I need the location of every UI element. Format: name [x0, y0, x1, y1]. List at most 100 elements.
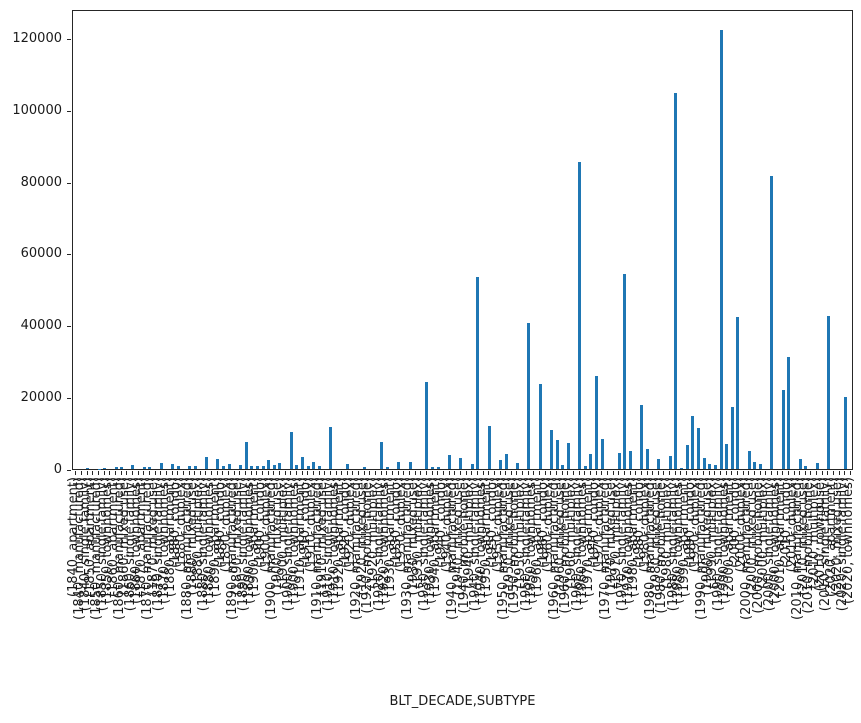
x-tick — [810, 471, 812, 475]
bar — [696, 428, 700, 469]
x-tick — [103, 471, 105, 475]
x-tick — [115, 471, 116, 475]
x-tick — [352, 471, 354, 475]
x-tick — [154, 471, 156, 475]
bar — [504, 454, 508, 469]
x-tick — [691, 471, 693, 475]
bar — [114, 466, 118, 469]
x-tick-label: (2020, townhomes) — [841, 477, 856, 605]
bar — [713, 464, 717, 469]
bar — [578, 162, 582, 469]
bar — [476, 277, 480, 469]
bar — [255, 466, 259, 469]
bar — [385, 467, 389, 469]
bar — [674, 92, 678, 469]
bar — [815, 462, 819, 469]
bar — [103, 467, 107, 469]
x-tick — [618, 471, 620, 475]
bar — [221, 465, 225, 469]
bar — [278, 463, 282, 469]
y-tick — [67, 182, 71, 184]
x-tick — [409, 471, 410, 475]
x-tick — [448, 471, 450, 475]
x-tick — [674, 471, 676, 475]
bar — [787, 357, 791, 469]
x-tick — [425, 471, 427, 475]
x-tick — [335, 471, 337, 475]
bar — [289, 432, 293, 469]
bar — [646, 448, 649, 469]
bar — [708, 463, 712, 469]
bar — [244, 442, 248, 469]
bar — [702, 458, 706, 469]
bar — [781, 390, 785, 469]
bar — [408, 462, 412, 469]
x-tick — [601, 471, 603, 475]
x-tick — [222, 471, 224, 475]
x-tick — [442, 471, 444, 475]
x-tick — [301, 471, 303, 475]
y-tick-label: 20000 — [20, 390, 62, 406]
x-tick — [459, 471, 461, 475]
x-tick — [216, 471, 218, 475]
x-tick — [420, 471, 422, 475]
x-tick — [476, 471, 478, 475]
x-tick — [414, 471, 416, 475]
x-tick — [697, 471, 699, 475]
y-tick — [67, 38, 71, 40]
bar — [431, 466, 435, 469]
x-tick — [194, 471, 196, 475]
x-tick — [522, 471, 524, 475]
x-tick — [567, 471, 569, 475]
x-tick — [573, 471, 574, 475]
bar — [804, 466, 808, 469]
x-tick — [98, 471, 99, 475]
x-tick — [307, 471, 309, 475]
bar — [629, 451, 632, 469]
x-tick — [324, 471, 326, 475]
x-tick — [488, 471, 490, 475]
x-tick — [199, 471, 201, 475]
x-tick — [177, 471, 179, 475]
x-tick — [561, 471, 563, 475]
y-tick-label: 120000 — [12, 30, 62, 46]
x-tick — [131, 471, 133, 475]
x-tick — [273, 471, 275, 475]
x-tick — [120, 471, 122, 475]
x-tick — [584, 471, 586, 475]
bar — [204, 457, 208, 469]
y-tick — [67, 470, 71, 471]
x-tick — [793, 471, 795, 475]
bar — [142, 467, 146, 469]
bar — [397, 461, 401, 469]
x-tick — [516, 471, 518, 475]
bar — [448, 455, 452, 469]
bar — [380, 441, 384, 469]
bar — [555, 440, 559, 469]
y-tick — [67, 254, 71, 256]
x-tick — [380, 471, 382, 475]
x-tick — [341, 471, 343, 475]
x-tick — [312, 471, 314, 475]
bar — [538, 383, 542, 469]
bar — [238, 465, 242, 469]
x-tick — [736, 471, 738, 475]
x-tick — [245, 471, 246, 475]
x-tick — [228, 471, 230, 475]
x-tick — [75, 471, 77, 475]
x-tick — [539, 471, 540, 475]
x-tick — [182, 471, 184, 475]
x-tick — [465, 471, 467, 475]
bar — [306, 466, 310, 469]
x-tick — [262, 471, 263, 475]
x-tick — [686, 471, 687, 475]
x-tick — [358, 471, 360, 475]
y-tick-label: 80000 — [20, 174, 62, 190]
x-tick — [595, 471, 597, 475]
bar — [188, 465, 191, 469]
x-tick — [759, 471, 761, 475]
bar — [301, 457, 305, 469]
bar — [148, 467, 152, 469]
bar — [679, 467, 683, 469]
